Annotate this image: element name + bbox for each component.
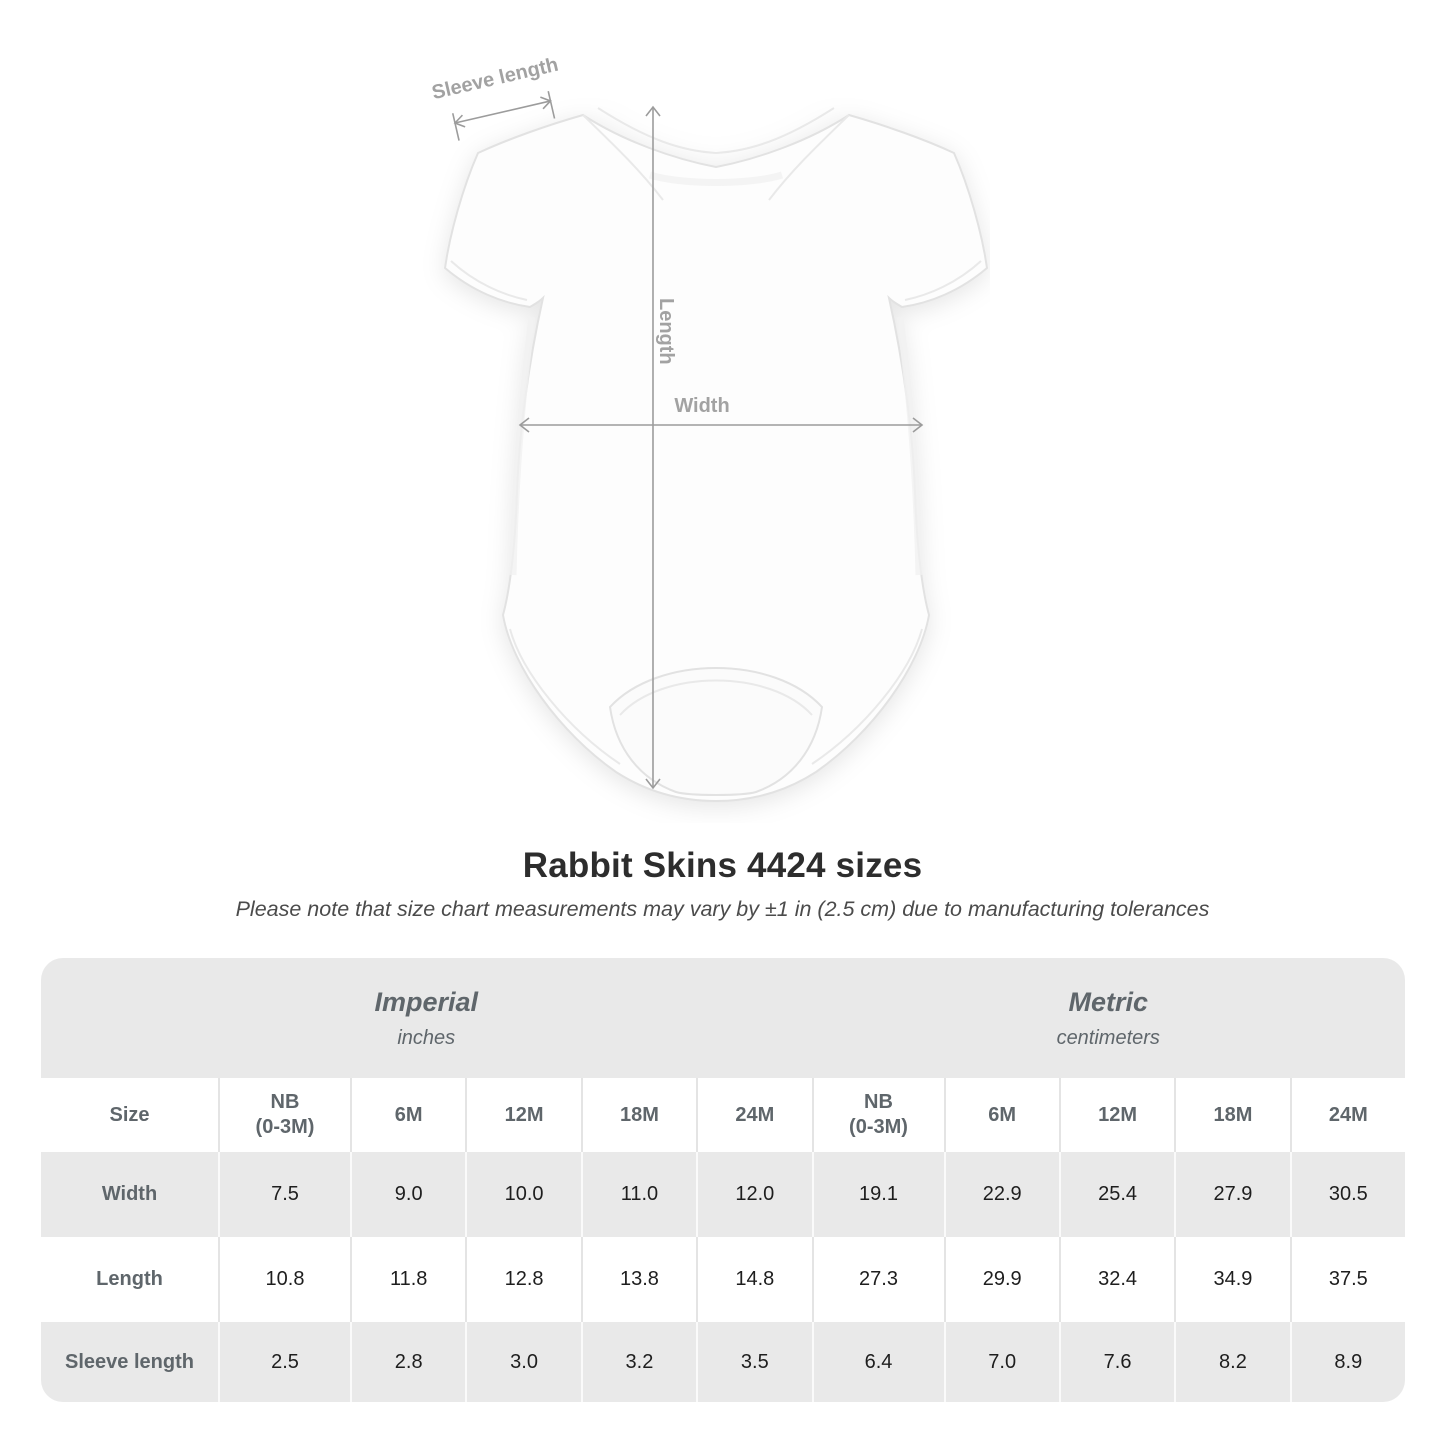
measurement-value-cell: 34.9 <box>1174 1237 1289 1322</box>
measurement-value-cell: 14.8 <box>696 1237 811 1322</box>
sleeve-arrow-line <box>454 100 551 124</box>
size-column-header: NB (0-3M) <box>811 1078 944 1152</box>
left-cuff-seam <box>450 260 528 301</box>
flap-seam <box>619 679 813 716</box>
sleeve-end-tick-left <box>451 113 460 141</box>
measurement-row-label: Sleeve length <box>65 1350 194 1373</box>
length-label: Length <box>655 298 677 365</box>
imperial-unit: inches <box>397 1026 456 1049</box>
body-shading <box>509 316 536 576</box>
measurement-value-cell: 12.0 <box>696 1152 811 1237</box>
size-header-cell: Size <box>109 1103 150 1126</box>
measurement-row: Length 10.8 11.8 12.8 13.8 14.8 27.3 29.9 32.4 34… <box>41 1237 1405 1322</box>
measurement-value-cell: 25.4 <box>1058 1152 1174 1237</box>
measurement-value-cell: 7.6 <box>1058 1322 1174 1402</box>
measurement-value-cell: 10.0 <box>465 1152 580 1237</box>
size-column-header: 18M <box>1174 1078 1289 1152</box>
length-arrowhead-bottom <box>645 778 661 790</box>
measurement-value-cell: 9.0 <box>350 1152 465 1237</box>
width-arrowhead-left <box>518 417 530 433</box>
measurement-value-cell: 8.2 <box>1174 1322 1289 1402</box>
infant-bodysuit-illustration <box>443 107 989 803</box>
measurement-value-cell: 27.9 <box>1174 1152 1289 1237</box>
body-shading <box>896 316 923 576</box>
size-column-header: 18M <box>580 1078 696 1152</box>
size-column-header: 24M <box>1289 1078 1405 1152</box>
measurement-value-cell: 7.5 <box>218 1152 350 1237</box>
measurement-value-cell: 11.8 <box>350 1237 465 1322</box>
measurement-row-label: Length <box>96 1268 163 1290</box>
measurement-value-cell: 8.9 <box>1289 1322 1405 1402</box>
neckband-seam <box>597 107 835 155</box>
measurement-value-cell: 27.3 <box>811 1237 944 1322</box>
imperial-label: Imperial <box>374 987 479 1018</box>
size-column-header: NB (0-3M) <box>218 1078 350 1152</box>
measurement-row: Width 7.5 9.0 10.0 11.0 12.0 19.1 22.9 25.4 27.9 3… <box>41 1152 1405 1237</box>
imperial-group-header: Imperial inches <box>41 958 812 1078</box>
metric-unit: centimeters <box>1056 1026 1160 1049</box>
measurement-row-label: Width <box>101 1183 158 1205</box>
measurement-value-cell: 6.4 <box>811 1322 944 1402</box>
right-leg-binding-seam <box>811 628 923 765</box>
neck-shading <box>648 171 784 186</box>
measurement-value-cell: 11.0 <box>580 1152 696 1237</box>
garment-measurement-diagram: Length Width Sleeve length <box>420 54 990 823</box>
unit-group-header-row: Imperial inches Metric centimeters <box>41 958 1405 1078</box>
width-label: Width <box>674 395 729 417</box>
size-table-container: Imperial inches Metric centimeters Size … <box>41 958 1405 1402</box>
measurement-value-cell: 3.5 <box>696 1322 811 1402</box>
measurement-value-cell: 2.5 <box>218 1322 350 1402</box>
size-column-header: 12M <box>465 1078 580 1152</box>
length-arrowhead-top <box>645 105 661 117</box>
bodysuit-silhouette <box>443 113 989 803</box>
width-arrowhead-right <box>912 417 924 433</box>
size-table: Imperial inches Metric centimeters Size … <box>41 958 1405 1402</box>
measurement-rows: Width 7.5 9.0 10.0 11.0 12.0 19.1 22.9 25.4 27.9 3… <box>41 1152 1405 1402</box>
left-lap-shoulder-seam <box>582 114 664 201</box>
measurement-value-cell: 32.4 <box>1058 1237 1174 1322</box>
tolerance-note: Please note that size chart measurements… <box>235 897 1210 921</box>
size-column-header: 6M <box>350 1078 465 1152</box>
width-measurement: Width <box>518 395 924 433</box>
metric-label: Metric <box>1068 987 1149 1018</box>
right-cuff-seam <box>904 260 982 301</box>
sleeve-end-tick-right <box>547 91 556 119</box>
measurement-value-cell: 3.2 <box>580 1322 696 1402</box>
measurement-value-cell: 30.5 <box>1289 1152 1405 1237</box>
measurement-value-cell: 37.5 <box>1289 1237 1405 1322</box>
left-leg-binding-seam <box>509 628 621 765</box>
size-column-header-row: Size NB (0-3M) 6M 12M 18M 24M NB (0-3M) 6M 12M 18M… <box>41 1078 1405 1152</box>
bodysuit-diagram-svg: Length Width Sleeve length <box>430 54 989 803</box>
measurement-value-cell: 10.8 <box>218 1237 350 1322</box>
right-lap-shoulder-seam <box>768 114 850 201</box>
metric-group-header: Metric centimeters <box>811 958 1405 1078</box>
measurement-value-cell: 7.0 <box>943 1322 1059 1402</box>
measurement-value-cell: 12.8 <box>465 1237 580 1322</box>
size-column-header: 6M <box>943 1078 1059 1152</box>
measurement-value-cell: 22.9 <box>943 1152 1059 1237</box>
measurement-value-cell: 29.9 <box>943 1237 1059 1322</box>
measurement-value-cell: 3.0 <box>465 1322 580 1402</box>
measurement-row: Sleeve length 2.5 2.8 3.0 3.2 3.5 6.4 7.0 7.6 8.2… <box>41 1322 1405 1402</box>
size-column-header: 24M <box>696 1078 811 1152</box>
page-title: Rabbit Skins 4424 sizes <box>522 846 923 885</box>
length-measurement: Length <box>645 105 677 790</box>
measurement-value-cell: 19.1 <box>811 1152 944 1237</box>
size-column-header: 12M <box>1058 1078 1174 1152</box>
measurement-value-cell: 13.8 <box>580 1237 696 1322</box>
measurement-value-cell: 2.8 <box>350 1322 465 1402</box>
